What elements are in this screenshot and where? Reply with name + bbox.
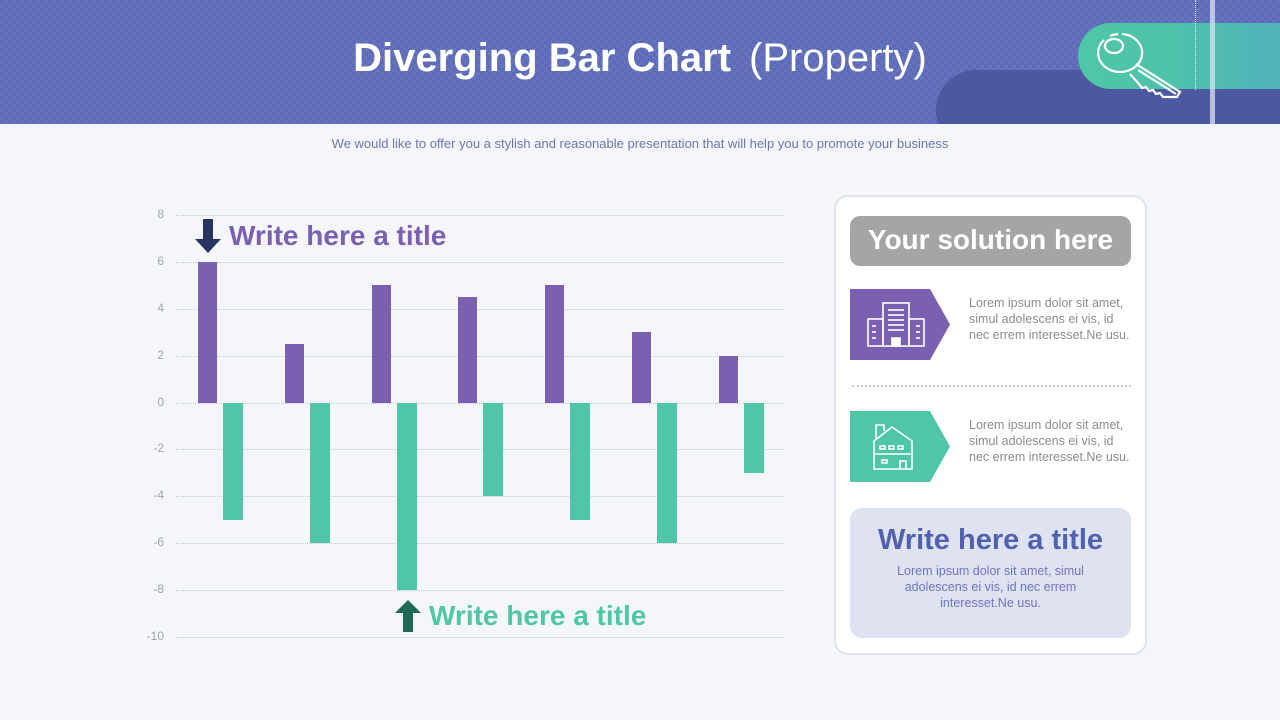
gridline	[176, 590, 784, 592]
gridline	[176, 496, 784, 498]
y-axis-tick-label: 2	[157, 347, 164, 362]
gridline	[176, 308, 784, 310]
panel-item-1-badge	[850, 289, 950, 360]
y-axis-tick-label: -4	[153, 488, 164, 503]
bar-negative	[570, 402, 591, 520]
y-axis-tick-label: 0	[157, 394, 164, 409]
annotation-bottom: Write here a title	[395, 598, 646, 634]
gridline	[176, 402, 784, 404]
bar-negative	[309, 402, 330, 544]
panel-footer-card: Write here a title Lorem ipsum dolor sit…	[850, 508, 1131, 638]
footer-title: Write here a title	[877, 524, 1104, 556]
annotation-top-label: Write here a title	[229, 220, 447, 251]
bar-negative	[396, 402, 417, 591]
decorative-dotted-line	[1195, 0, 1196, 90]
bar-positive	[371, 285, 391, 403]
page-title: Diverging Bar Chart (Property)	[0, 30, 1280, 86]
diverging-bar-chart: 8 6 4 2 0 -2 -4 -6 -8 -10	[146, 207, 784, 643]
panel-item-2-text: Lorem ipsum dolor sit amet, simul adoles…	[969, 418, 1130, 464]
house-icon	[873, 424, 913, 470]
arrow-up-icon	[395, 600, 421, 632]
bar-negative	[223, 402, 243, 520]
bar-positive	[198, 261, 217, 403]
bar-positive	[458, 297, 478, 403]
header-key-pill	[1078, 23, 1280, 89]
arrow-down-icon	[195, 219, 221, 253]
gridline	[176, 637, 784, 638]
key-icon	[1097, 32, 1182, 99]
bar-positive	[545, 285, 565, 403]
y-axis-tick-label: -2	[153, 441, 164, 456]
y-axis-tick-label: 6	[157, 253, 164, 268]
title-main: Diverging Bar Chart	[353, 36, 732, 80]
gridline	[176, 449, 784, 451]
gridline	[176, 543, 784, 545]
y-axis-tick-label: 8	[157, 207, 164, 221]
y-axis-tick-label: -10	[146, 629, 164, 643]
bar-positive	[632, 332, 651, 403]
bar-positive	[718, 355, 738, 403]
gridline	[176, 215, 784, 216]
annotation-top: Write here a title	[195, 218, 446, 254]
panel-divider	[852, 385, 1131, 387]
header-band: Diverging Bar Chart (Property)	[0, 0, 1280, 124]
y-axis-tick-label: -6	[153, 535, 164, 550]
decorative-vertical-line	[1210, 0, 1215, 124]
office-building-icon	[867, 302, 925, 347]
bar-negative	[743, 402, 764, 473]
bar-negative	[657, 402, 677, 544]
panel-item-1-text: Lorem ipsum dolor sit amet, simul adoles…	[969, 296, 1130, 342]
gridline	[176, 261, 784, 263]
solution-panel: Your solution here Lorem ipsum dolor sit…	[834, 195, 1147, 655]
footer-text: Lorem ipsum dolor sit amet, simul adoles…	[897, 564, 1084, 610]
y-axis-tick-label: 4	[157, 300, 164, 315]
title-sub: (Property)	[749, 36, 927, 80]
y-axis-tick-label: -8	[153, 582, 164, 597]
panel-heading: Your solution here	[850, 216, 1131, 266]
panel-item-2-badge	[850, 411, 950, 482]
gridline	[176, 355, 784, 357]
bar-negative	[483, 402, 504, 497]
bar-positive	[284, 343, 304, 403]
page-subtitle: We would like to offer you a stylish and…	[331, 136, 949, 151]
annotation-bottom-label: Write here a title	[429, 600, 647, 631]
